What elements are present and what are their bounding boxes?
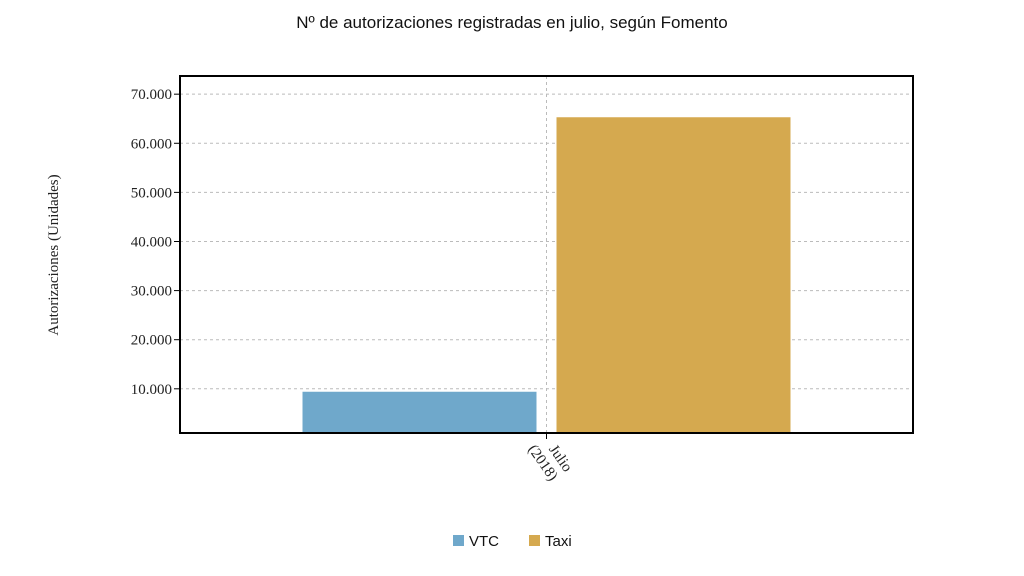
legend-swatch: [453, 535, 464, 546]
bar: [556, 117, 791, 434]
bar: [302, 391, 537, 433]
plot-frame: [179, 75, 914, 434]
legend-label: Taxi: [545, 533, 572, 550]
legend-label: VTC: [469, 533, 499, 550]
y-tick-label: 20.000: [131, 333, 172, 349]
y-tick-label: 10.000: [131, 382, 172, 398]
y-tick-label: 30.000: [131, 284, 172, 300]
chart-title: Nº de autorizaciones registradas en juli…: [296, 13, 727, 32]
legend-swatch: [529, 535, 540, 546]
y-tick-label: 60.000: [131, 136, 172, 152]
y-tick-label: 50.000: [131, 185, 172, 201]
y-axis-title: Autorizaciones (Unidades): [46, 174, 62, 335]
y-tick-label: 70.000: [131, 87, 172, 103]
y-tick-label: 40.000: [131, 234, 172, 250]
x-tick-label: Julio(2018): [524, 432, 575, 485]
